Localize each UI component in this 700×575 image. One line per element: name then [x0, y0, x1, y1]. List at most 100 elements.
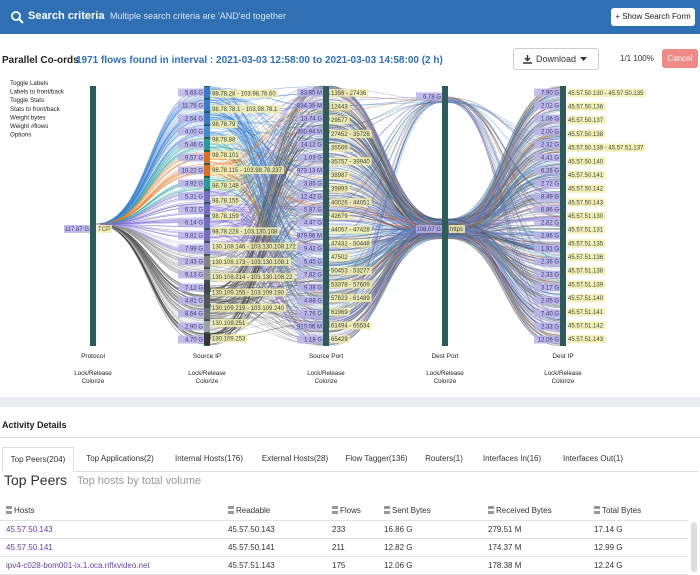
axis-label: 130.109.155 - 103.109.190	[212, 290, 285, 296]
value-label: 2.82 G	[541, 221, 559, 227]
tab[interactable]: Interfaces Out(1)	[555, 447, 631, 470]
option[interactable]: Options	[10, 132, 31, 139]
value-label: 12.42 G	[301, 195, 323, 201]
value-label: 4.88 G	[304, 299, 322, 305]
axis-label: 44057 - 47428	[331, 228, 370, 234]
value-label: 850.94 M	[297, 130, 322, 136]
option[interactable]: Weight #flows	[10, 123, 48, 130]
lock-release[interactable]: Lock/Release	[74, 370, 112, 377]
axis-segment	[560, 87, 566, 98]
value-label: 12.06 G	[538, 338, 560, 344]
axis-name: Source IP	[193, 353, 222, 360]
download-icon	[523, 55, 532, 64]
column-header[interactable]: Received Bytes	[496, 506, 552, 515]
axis-name: Dest Port	[431, 353, 458, 360]
axis-label: 98.78.101	[212, 153, 239, 159]
axis-segment	[560, 334, 566, 345]
axis-segment	[323, 243, 329, 254]
tab[interactable]: Top Peers(204)	[2, 447, 74, 472]
column-header[interactable]: Readable	[236, 506, 270, 515]
table-cell: 178.38 M	[488, 561, 521, 570]
value-label: 6.78 G	[423, 94, 441, 100]
tab[interactable]: Interfaces In(16)	[473, 447, 551, 470]
axis-bar	[560, 86, 566, 346]
column-header[interactable]: Hosts	[14, 506, 34, 515]
value-label: 2.43 G	[185, 260, 203, 266]
column-header[interactable]: Sent Bytes	[392, 506, 431, 515]
axis-segment	[323, 256, 329, 267]
value-label: 2.96 G	[541, 234, 559, 240]
tab[interactable]: Top Applications(2)	[78, 447, 162, 470]
axis-label: 35757 - 39940	[331, 159, 370, 165]
colorize[interactable]: Colorize	[434, 378, 457, 385]
lock-release[interactable]: Lock/Release	[188, 370, 226, 377]
axis-segment	[204, 334, 210, 345]
value-label: 10.22 G	[182, 169, 204, 175]
axis-segment	[560, 295, 566, 306]
colorize[interactable]: Colorize	[196, 378, 219, 385]
value-label: 4.81 G	[185, 299, 203, 305]
value-label: 2.54 G	[185, 117, 203, 123]
axis-name: Dest IP	[552, 353, 573, 360]
value-label: 2.90 G	[185, 325, 203, 331]
axis-label: 45.57.50.138	[568, 132, 604, 138]
lock-release[interactable]: Lock/Release	[544, 370, 582, 377]
lock-release[interactable]: Lock/Release	[426, 370, 464, 377]
tab[interactable]: Internal Hosts(176)	[165, 447, 253, 470]
cancel-button[interactable]: Cancel	[662, 49, 698, 68]
axis-bar	[204, 86, 210, 346]
value-label: 2.36 G	[541, 260, 559, 266]
value-label: 7.76 G	[304, 312, 322, 318]
value-label: 14.12 G	[301, 143, 323, 149]
axis-label: 40026 - 44051	[331, 200, 370, 206]
value-label: 9.81 G	[185, 234, 203, 240]
option[interactable]: Toggle Labels	[10, 80, 48, 87]
host-link[interactable]: ipv4-c028-bom001-ix.1.oca.nflxvideo.net	[6, 561, 150, 570]
axis-label: https	[450, 227, 463, 233]
table-cell: 16.86 G	[384, 525, 412, 534]
row-line	[0, 520, 688, 521]
lock-release[interactable]: Lock/Release	[307, 370, 345, 377]
download-button[interactable]: Download	[513, 48, 599, 70]
value-label: 7.12 G	[185, 286, 203, 292]
colorize[interactable]: Colorize	[82, 378, 105, 385]
table-cell: 45.57.50.143	[228, 525, 275, 534]
axis-label: 98.78.148	[212, 183, 239, 189]
host-link[interactable]: 45.57.50.143	[6, 525, 53, 534]
axis-label: 1356 - 27436	[331, 91, 367, 97]
axis-label: 45.57.51.138	[568, 269, 604, 275]
table-cell: 45.57.50.141	[228, 543, 275, 552]
option[interactable]: Weight bytes	[10, 114, 46, 121]
axis-label: 35566	[331, 146, 348, 152]
axis-label: 50453 - 53277	[331, 269, 370, 275]
value-label: 2.72 G	[541, 182, 559, 188]
tab[interactable]: External Hosts(28)	[256, 447, 334, 470]
axis-segment	[560, 139, 566, 150]
tab[interactable]: Routers(1)	[419, 447, 469, 470]
option[interactable]: Labels to front/back	[10, 89, 65, 96]
axis-segment	[204, 139, 210, 150]
column-header[interactable]: Flows	[340, 506, 361, 515]
axis-segment	[323, 87, 329, 98]
axis-segment	[560, 165, 566, 176]
axis-label: 45.57.51.130	[568, 214, 604, 220]
axis-label: 45.57.50.130 - 45.57.50.135	[568, 91, 644, 97]
column-header[interactable]: Total Bytes	[602, 506, 641, 515]
host-link[interactable]: 45.57.50.141	[6, 543, 53, 552]
axis-label: 45.57.51.139	[568, 282, 604, 288]
value-label: 9.42 G	[304, 247, 322, 253]
option[interactable]: Stats to front/back	[10, 106, 61, 113]
table-cell: 175	[332, 561, 345, 570]
axis-segment	[560, 204, 566, 215]
colorize[interactable]: Colorize	[552, 378, 575, 385]
flow-summary: 1971 flows found in interval : 2021-03-0…	[76, 55, 443, 66]
colorize[interactable]: Colorize	[315, 378, 338, 385]
axis-label: 45.57.51.141	[568, 310, 604, 316]
option[interactable]: Toggle Stats	[10, 97, 44, 104]
show-search-button[interactable]: + Show Search Form	[611, 8, 695, 26]
parallel-coords: Toggle Labels Labels to front/backToggle …	[0, 78, 700, 396]
axis-segment	[204, 295, 210, 306]
value-label: 879.96 M	[297, 234, 322, 240]
axis-label: 61494 - 65534	[331, 323, 370, 329]
tab[interactable]: Flow Tagger(136)	[338, 447, 415, 470]
